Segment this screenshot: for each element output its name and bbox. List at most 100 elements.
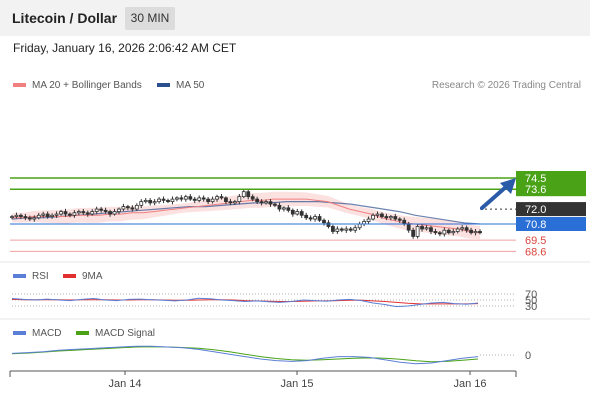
rsi-9ma-swatch [63,274,76,279]
candle-body [366,218,371,222]
candle-body [215,196,219,200]
ma20-line [12,198,481,234]
candle-body [273,203,277,206]
candle-body [424,227,429,230]
candle-body [246,191,251,198]
candle-body [317,216,322,221]
candle-body [32,217,37,220]
x-tick-label: Jan 15 [280,378,313,390]
candle-body [206,198,211,203]
candle-body [295,211,300,215]
candle-body [402,219,407,225]
candle-body [290,209,295,215]
rsi-level-label: 30 [525,301,537,313]
candle-body [50,214,55,217]
candle-body [264,201,268,204]
legend-rsi: RSI [13,271,49,282]
candle-body [23,216,28,219]
legend-rsi-9ma: 9MA [63,271,103,282]
candle-body [85,212,90,215]
support-1-label-box [516,217,586,231]
candle-body [478,231,482,234]
candle-body [224,197,228,203]
candle-body [197,197,202,201]
candle-body [397,218,402,221]
trend-arrow [480,178,516,210]
candle-body [134,204,139,210]
candle-body [304,214,309,219]
candle-body [371,214,375,220]
candles [10,189,482,239]
candle-body [59,211,63,215]
candle-body [322,219,326,224]
candle-body [72,212,77,216]
candle-body [161,198,166,201]
support-3-label: 68.6 [525,246,546,258]
candle-body [152,201,157,204]
candle-body [446,229,451,234]
rsi-label: RSI [32,271,49,282]
datetime-label: Friday, January 16, 2026 2:06:42 AM CET [13,41,237,55]
candle-body [81,211,86,214]
candle-body [148,199,153,204]
candle-body [63,211,68,215]
candle-body [99,208,104,211]
candle-body [166,199,170,203]
candle-body [308,217,313,220]
candle-body [406,223,411,231]
rsi-9ma-line [11,298,479,305]
candle-body [331,226,335,232]
candle-body [112,211,117,215]
macd-signal-line [11,346,479,363]
candle-body [241,191,246,198]
candle-body [411,229,416,237]
timeframe-button[interactable]: 30 MIN [125,7,175,30]
candle-body [344,228,349,231]
candle-body [143,199,148,203]
resistance-2-label-box [516,182,586,197]
candle-body [117,208,121,212]
macd-line [11,345,479,365]
candle-body [175,197,179,200]
candle-body [170,198,175,203]
ma20-label: MA 20 + Bollinger Bands [32,80,142,91]
candle-body [219,196,224,199]
support-1-label: 70.8 [525,219,546,231]
x-tick-label: Jan 14 [108,378,141,390]
candle-body [237,196,242,203]
resistance-2-label: 73.6 [525,184,546,196]
candle-body [299,211,304,216]
candle-body [10,216,14,218]
candle-body [68,213,72,216]
candle-body [125,206,130,209]
candle-body [250,196,255,200]
candle-body [451,231,456,234]
candle-body [54,213,59,216]
ma50-line [11,201,481,225]
candle-body [45,213,50,217]
macd-signal-label: MACD Signal [95,328,156,339]
candle-body [286,207,291,211]
candle-body [420,226,424,230]
candle-body [41,213,46,216]
candle-body [469,229,473,234]
rsi-level-label: 50 [525,295,537,307]
copyright: Research © 2026 Trading Central [431,80,581,91]
candle-body [388,216,393,219]
instrument-title: Litecoin / Dollar [12,10,118,26]
macd-signal-swatch [76,331,89,336]
candle-body [108,211,112,215]
candle-body [429,227,433,232]
macd-label: MACD [32,328,62,339]
legend-ma50: MA 50 [157,80,204,91]
rsi-line [11,297,479,308]
resistance-1-label-box [516,171,586,185]
candle-body [210,198,215,203]
candle-body [139,201,144,206]
support-2-label: 69.5 [525,235,546,247]
candle-body [460,227,465,230]
candle-body [437,232,442,235]
candle-body [415,226,420,237]
candle-body [94,208,99,212]
legend-macd-signal: MACD Signal [76,328,155,339]
